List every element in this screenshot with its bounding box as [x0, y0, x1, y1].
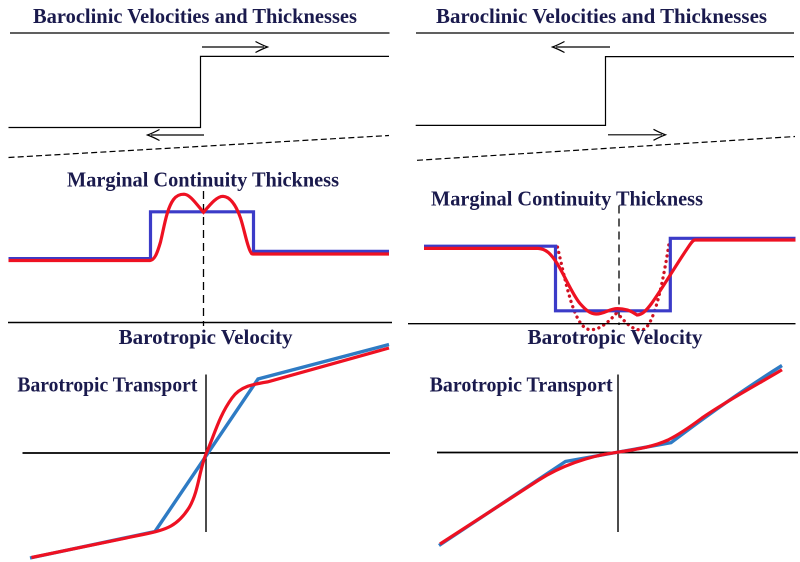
- svg-text:Barotropic Velocity: Barotropic Velocity: [528, 325, 703, 349]
- svg-text:Barotropic Transport: Barotropic Transport: [17, 373, 197, 397]
- svg-text:Marginal Continuity Thickness: Marginal Continuity Thickness: [67, 168, 339, 192]
- svg-text:Marginal Continuity Thickness: Marginal Continuity Thickness: [431, 187, 703, 211]
- svg-text:Baroclinic Velocities and Thic: Baroclinic Velocities and Thicknesses: [436, 4, 767, 28]
- svg-text:Barotropic Transport: Barotropic Transport: [430, 373, 613, 397]
- svg-text:Baroclinic Velocities and Thic: Baroclinic Velocities and Thicknesses: [33, 4, 357, 28]
- svg-text:Barotropic Velocity: Barotropic Velocity: [119, 325, 293, 349]
